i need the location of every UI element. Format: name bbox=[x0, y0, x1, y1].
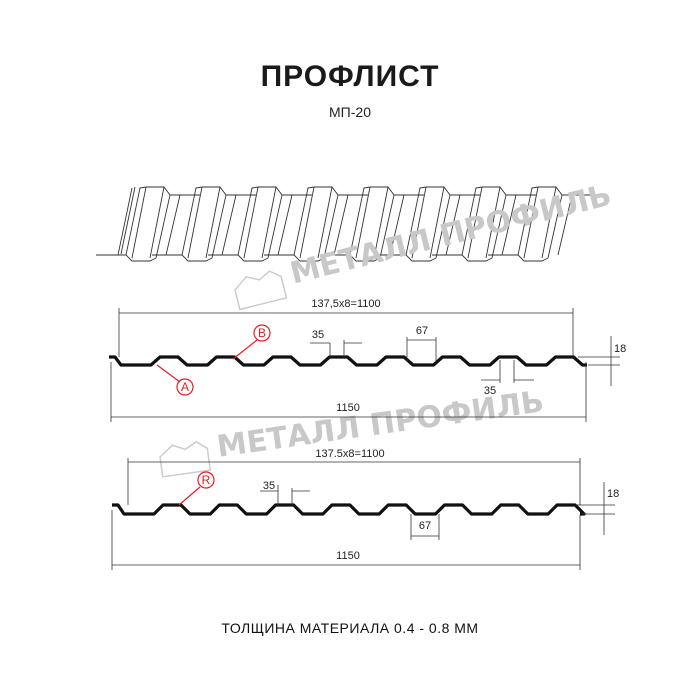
trough-width-label: 67 bbox=[419, 520, 431, 532]
width-label: 1150 bbox=[336, 402, 360, 414]
marker-b: B bbox=[258, 326, 266, 340]
profile-1: 137,5x8=1100 1150 35 67 35 18 B A bbox=[109, 298, 626, 422]
marker-r: R bbox=[202, 473, 211, 487]
marker-a: A bbox=[181, 380, 189, 394]
material-thickness-note: ТОЛЩИНА МАТЕРИАЛА 0.4 - 0.8 ММ bbox=[221, 620, 479, 636]
pitch-label: 137,5x8=1100 bbox=[311, 298, 380, 310]
sheet-3d-view bbox=[96, 186, 592, 262]
watermark-logo-2: МЕТАЛЛ ПРОФИЛЬ bbox=[159, 384, 546, 478]
watermark-logo-1: МЕТАЛЛ ПРОФИЛЬ bbox=[234, 178, 615, 311]
crest-width-label: 35 bbox=[312, 329, 324, 341]
width-label: 1150 bbox=[336, 550, 360, 562]
profile-2-outline bbox=[112, 503, 586, 516]
sheet-3d-outline bbox=[96, 186, 592, 262]
profile-1-outline bbox=[109, 355, 587, 367]
model-subtitle: МП-20 bbox=[329, 104, 371, 120]
height-label: 18 bbox=[607, 488, 619, 500]
trough-width-label: 67 bbox=[416, 325, 428, 337]
rib-width-label: 35 bbox=[484, 385, 496, 397]
profile-2: 137.5x8=1100 1150 35 67 18 R bbox=[111, 448, 619, 570]
page-title: ПРОФЛИСТ bbox=[260, 60, 440, 93]
height-label: 18 bbox=[614, 343, 626, 355]
crest-width-label: 35 bbox=[263, 480, 275, 492]
pitch-label: 137.5x8=1100 bbox=[315, 448, 384, 460]
